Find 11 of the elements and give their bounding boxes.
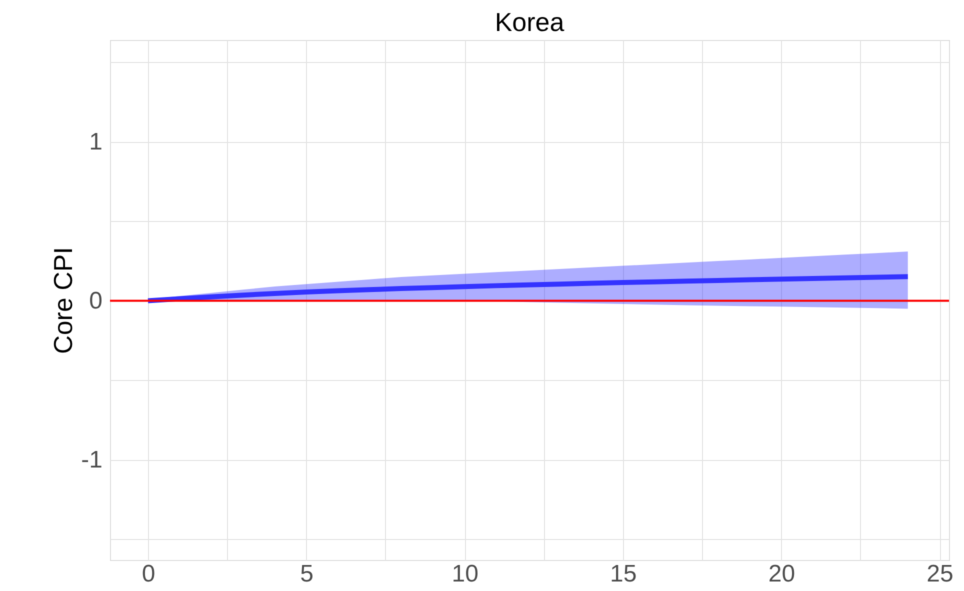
x-tick-label: 5 — [300, 560, 314, 588]
y-tick-label: 0 — [89, 287, 102, 314]
x-tick-label: 0 — [142, 560, 156, 588]
chart-title: Korea — [494, 7, 565, 37]
x-tick-label: 15 — [610, 560, 637, 588]
y-axis-title: Core CPI — [48, 247, 78, 354]
y-tick-label: -1 — [81, 446, 102, 474]
y-tick-label: 1 — [89, 128, 102, 156]
x-tick-label: 25 — [926, 560, 954, 588]
x-tick-label: 10 — [452, 560, 478, 588]
x-tick-label: 20 — [768, 560, 796, 588]
